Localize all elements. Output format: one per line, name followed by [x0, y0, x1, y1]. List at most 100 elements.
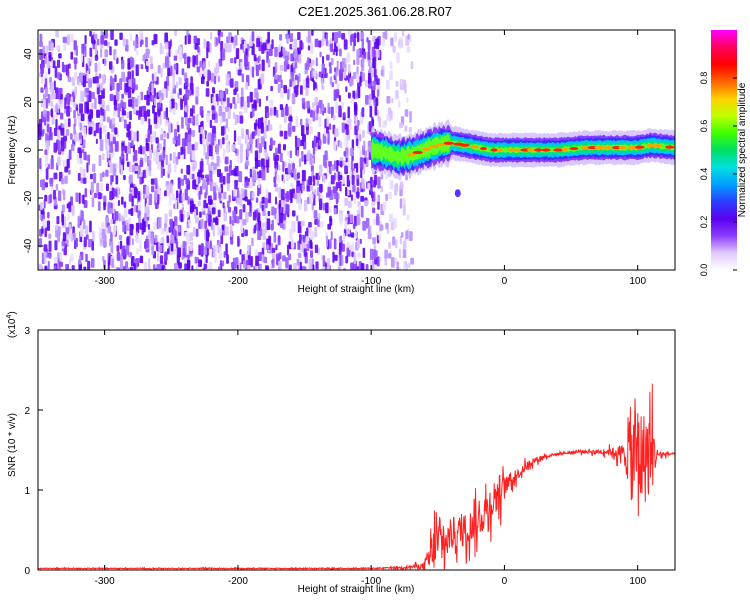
spectrogram-cell	[376, 84, 381, 90]
spectrogram-cell	[143, 94, 148, 100]
spectrogram-cell	[305, 87, 309, 96]
spectrogram-cell	[322, 133, 327, 144]
spectrogram-cell	[405, 230, 409, 239]
spectrogram-cell	[107, 225, 112, 234]
spectrogram-cell	[67, 76, 72, 83]
spectrogram-cell	[52, 60, 56, 69]
spectrogram-cell	[160, 166, 163, 179]
spectrogram-cell	[310, 165, 314, 172]
spectrogram-cell	[121, 107, 125, 116]
spectrogram-cell	[47, 211, 50, 219]
spectrogram-cell	[151, 40, 155, 46]
spectrogram-cell	[282, 255, 286, 262]
spectrogram-cell	[237, 136, 242, 146]
spectrogram-cell	[257, 117, 262, 129]
spectrogram-cell	[360, 166, 363, 179]
spectrogram-cell	[260, 73, 264, 85]
spectrogram-cell	[193, 35, 197, 44]
spectrogram-cell	[174, 199, 178, 210]
spectrogram-cell	[223, 211, 227, 222]
spectrogram-cell	[114, 141, 119, 152]
spectrogram-cell	[372, 58, 375, 69]
spectrogram-cell	[139, 239, 142, 252]
spectrogram-cell	[190, 76, 193, 87]
spectrogram-peak-cell	[480, 147, 487, 151]
spectrogram-cell	[223, 251, 226, 258]
spectrogram-cell	[221, 193, 224, 201]
spectrogram-cell	[230, 57, 234, 64]
spectrogram-cell	[277, 235, 281, 246]
spectrogram-cell	[88, 90, 92, 103]
spectrogram-cell	[357, 86, 361, 99]
spectrogram-cell	[373, 264, 377, 270]
spectrogram-cell	[239, 152, 243, 163]
spectrogram-cell	[148, 160, 152, 171]
spectrogram-cell	[62, 232, 67, 242]
spectrogram-cell	[280, 214, 284, 223]
spectrogram-cell	[47, 93, 51, 104]
spectrogram-cell	[224, 43, 229, 53]
spectrogram-cell	[187, 34, 191, 44]
spectrogram-cell	[389, 110, 393, 120]
spectrogram-cell	[53, 265, 57, 270]
spectrogram-cell	[314, 244, 319, 253]
spectrogram-cell	[294, 50, 298, 61]
spectrogram-cell	[111, 123, 116, 133]
spectrogram-cell	[156, 264, 161, 270]
spectrogram-cell	[149, 55, 153, 64]
spectrogram-cell	[43, 110, 47, 118]
spectrogram-cell	[347, 200, 352, 208]
spectrogram-cell	[202, 179, 207, 190]
snr-frame	[37, 329, 676, 571]
spectrogram-cell	[40, 98, 45, 108]
spectrogram-cell	[312, 102, 315, 109]
spectrogram-cell	[277, 164, 281, 171]
spectrogram-cell	[121, 71, 126, 82]
spectrogram-cell	[71, 204, 75, 216]
spectrogram-cell	[102, 171, 105, 178]
spectrogram-cell	[271, 206, 275, 216]
spectrogram-cell	[181, 116, 184, 129]
spectrogram-cell	[158, 154, 163, 162]
spectrogram-cell	[301, 150, 304, 162]
spectrogram-cell	[218, 192, 222, 199]
spectrogram-cell	[286, 244, 290, 256]
spectrogram-cell	[275, 244, 278, 251]
spectrogram-ridge	[371, 118, 675, 198]
spectrogram-cell	[181, 68, 185, 76]
spectrogram-cell	[283, 60, 287, 72]
spectrogram-cell	[322, 56, 325, 65]
spectrogram-cell	[246, 146, 250, 157]
spectrogram-cell	[329, 242, 332, 250]
spectrogram-cell	[172, 151, 176, 164]
spectrogram-cell	[347, 92, 351, 99]
spectrogram-cell	[339, 160, 343, 168]
spectrogram-cell	[199, 186, 203, 195]
spectrogram-cell	[377, 176, 381, 189]
spectrogram-cell	[75, 45, 78, 56]
spectrogram-cell	[343, 112, 346, 118]
snr-y-tick-label: 2	[24, 406, 30, 417]
spectrogram-cell	[254, 130, 257, 137]
spectrogram-cell	[151, 245, 155, 256]
spectrogram-cell	[209, 171, 213, 182]
colorbar-tick-label: 0.4	[699, 168, 709, 181]
spectrogram-cell	[288, 241, 291, 249]
spectrogram-cell	[391, 97, 394, 104]
spectrogram-cell	[353, 252, 357, 265]
spectrogram-cell	[315, 57, 318, 67]
spectrogram-cell	[396, 90, 399, 99]
spectrogram-cell	[325, 235, 329, 248]
spectrogram-cell	[104, 30, 109, 39]
spectrogram-cell	[356, 54, 360, 65]
spectrogram-cell	[164, 56, 169, 68]
spectrogram-cell	[129, 266, 133, 270]
spectrogram-cell	[222, 148, 226, 160]
spectrogram-cell	[199, 133, 203, 145]
spectrogram-cell	[350, 232, 355, 238]
spectrogram-cell	[45, 97, 48, 109]
spectrogram-peak-cell	[412, 150, 423, 155]
spectrogram-cell	[356, 49, 360, 57]
spectrogram-cell	[109, 208, 113, 214]
spectrogram-cell	[213, 75, 217, 85]
